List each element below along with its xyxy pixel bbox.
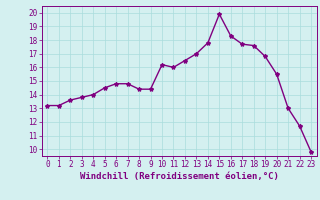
X-axis label: Windchill (Refroidissement éolien,°C): Windchill (Refroidissement éolien,°C) bbox=[80, 172, 279, 181]
